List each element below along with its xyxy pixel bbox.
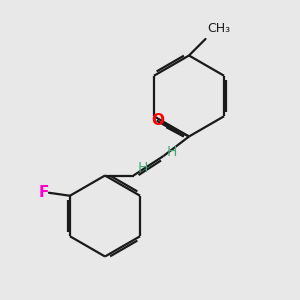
Text: O: O [152, 113, 165, 128]
Text: H: H [167, 146, 177, 159]
Text: CH₃: CH₃ [207, 22, 230, 35]
Text: F: F [38, 184, 49, 200]
Text: H: H [137, 161, 148, 175]
